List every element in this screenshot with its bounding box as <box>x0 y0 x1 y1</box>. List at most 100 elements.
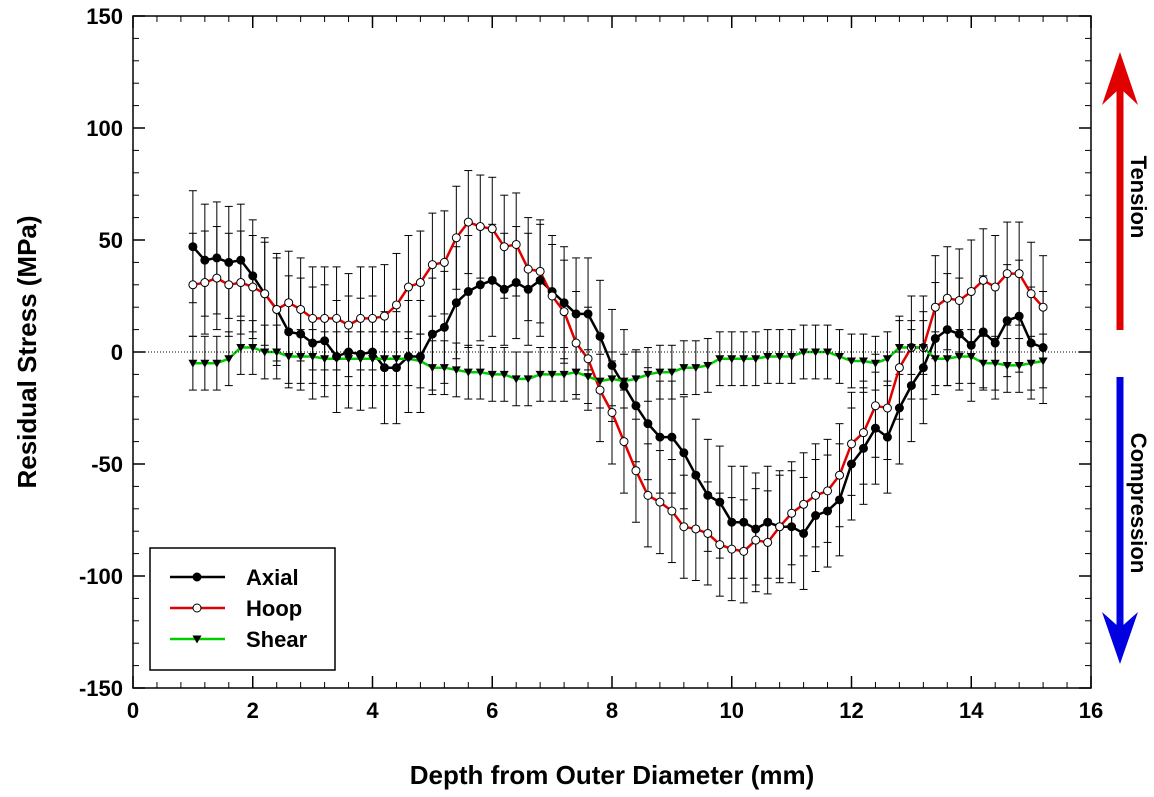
axial-point <box>1002 316 1012 326</box>
shear-point <box>906 344 916 353</box>
shear-point <box>954 352 964 361</box>
compression-arrow-head-icon <box>1102 612 1138 664</box>
hoop-point <box>775 522 785 532</box>
axial-point <box>631 401 641 411</box>
hoop-point <box>739 546 749 556</box>
axial-point <box>727 517 737 527</box>
shear-point <box>679 364 689 373</box>
shear-point <box>607 375 617 384</box>
shear-point <box>858 357 868 366</box>
axial-point <box>499 284 509 294</box>
hoop-point <box>811 490 821 500</box>
y-tick-label: -150 <box>79 676 123 701</box>
hoop-point <box>284 298 294 308</box>
shear-point <box>990 359 1000 368</box>
axial-point <box>511 278 521 288</box>
hoop-point <box>192 603 202 613</box>
shear-point <box>870 359 880 368</box>
shear-point <box>463 368 473 377</box>
x-tick-label: 6 <box>486 698 498 723</box>
hoop-point <box>296 304 306 314</box>
shear-point <box>224 355 234 364</box>
y-tick-label: 0 <box>111 340 123 365</box>
axial-point <box>320 336 330 346</box>
shear-point <box>763 352 773 361</box>
hoop-point <box>236 278 246 288</box>
shear-point <box>559 370 569 379</box>
axial-point <box>835 495 845 505</box>
hoop-point <box>475 222 485 232</box>
shear-point <box>212 359 222 368</box>
x-tick-label: 16 <box>1079 698 1103 723</box>
error-bars <box>188 170 1048 604</box>
hoop-point <box>715 540 725 550</box>
shear-point <box>415 357 425 366</box>
axial-point <box>188 242 198 252</box>
axial-point <box>391 363 401 373</box>
hoop-point <box>320 313 330 323</box>
y-tick-label: 150 <box>86 4 123 29</box>
x-tick-label: 10 <box>720 698 744 723</box>
axial-point <box>918 363 928 373</box>
shear-point <box>667 368 677 377</box>
axial-point <box>523 284 533 294</box>
shear-point <box>775 352 785 361</box>
shear-point <box>727 355 737 364</box>
shear-point <box>811 348 821 357</box>
shear-point <box>356 355 366 364</box>
hoop-point <box>595 385 605 395</box>
hoop-point <box>787 508 797 518</box>
hoop-point <box>847 439 856 449</box>
hoop-point <box>643 490 653 500</box>
shear-point <box>930 355 940 364</box>
axial-point <box>559 298 569 308</box>
hoop-point <box>403 282 413 292</box>
axial-point <box>799 528 809 538</box>
shear-point <box>188 359 198 368</box>
shear-point <box>200 359 210 368</box>
shear-point <box>643 370 653 379</box>
hoop-point <box>427 260 437 270</box>
x-tick-label: 14 <box>959 698 984 723</box>
shear-point <box>619 377 629 386</box>
shear-point <box>451 366 461 375</box>
x-tick-label: 0 <box>127 698 139 723</box>
y-axis-ticks: 150 100 50 0 -50 -100 -150 <box>79 4 1091 701</box>
hoop-point <box>368 313 377 323</box>
axial-point <box>811 511 821 521</box>
axial-point <box>344 347 354 357</box>
axial-point <box>607 360 617 370</box>
hoop-point <box>212 273 222 283</box>
shear-point <box>655 368 665 377</box>
axial-point <box>308 338 318 348</box>
axial-point <box>192 572 202 582</box>
shear-point <box>691 364 701 373</box>
hoop-point <box>942 293 952 303</box>
y-axis-title: Residual Stress (MPa) <box>12 215 42 488</box>
hoop-point <box>1002 269 1012 279</box>
shear-point <box>547 370 557 379</box>
shear-point <box>379 355 389 364</box>
shear-point <box>835 352 845 361</box>
axial-point <box>487 275 497 285</box>
shear-point <box>332 355 342 364</box>
axial-point <box>978 327 988 337</box>
hoop-point <box>763 537 773 547</box>
axial-point <box>583 309 593 319</box>
compression-label: Compression <box>1126 433 1151 574</box>
shear-point <box>320 355 330 364</box>
hoop-point <box>224 280 234 290</box>
hoop-point <box>559 307 569 317</box>
axial-point <box>954 329 964 339</box>
legend: Axial Hoop Shear <box>149 547 336 671</box>
axial-point <box>427 329 437 339</box>
axial-point <box>1026 338 1036 348</box>
shear-point <box>1002 361 1012 370</box>
hoop-point <box>1038 302 1048 312</box>
shear-point <box>192 635 202 644</box>
shear-point <box>882 355 892 364</box>
hoop-point <box>344 320 354 330</box>
axial-point <box>847 459 856 469</box>
x-axis-ticks: 0 2 4 6 8 10 12 14 16 <box>127 16 1103 723</box>
hoop-point <box>571 338 581 348</box>
